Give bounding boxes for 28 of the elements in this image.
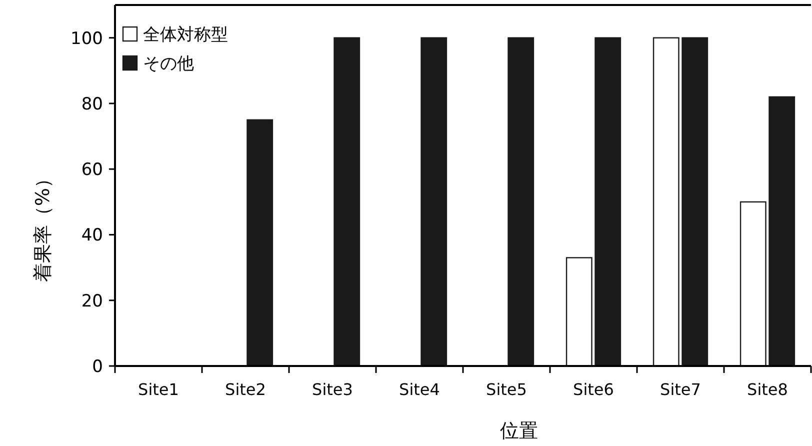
- bar: [652, 37, 680, 367]
- x-tick-label: Site8: [747, 380, 788, 399]
- bar: [420, 37, 448, 367]
- bar: [768, 96, 796, 367]
- y-tick-label: 40: [81, 226, 103, 246]
- bar: [682, 37, 708, 367]
- bar: [594, 37, 622, 367]
- bar: [740, 201, 766, 367]
- bar: [246, 119, 274, 367]
- y-axis-title: 着果率（%）: [32, 168, 54, 282]
- x-tick-label: Site5: [486, 380, 527, 399]
- x-tick-label: Site4: [399, 380, 440, 399]
- y-tick-label: 0: [92, 357, 103, 377]
- x-tick-label: Site3: [312, 380, 353, 399]
- x-tick-label: Site2: [225, 380, 266, 399]
- bar: [334, 37, 360, 367]
- legend-label: その他: [143, 54, 194, 74]
- x-tick-label: Site7: [660, 380, 701, 399]
- bar: [566, 257, 592, 367]
- legend-label: 全体対称型: [143, 25, 228, 45]
- x-axis-title: 位置: [500, 420, 538, 442]
- bar: [508, 37, 534, 367]
- x-tick-label: Site1: [138, 380, 179, 399]
- y-tick-label: 100: [70, 28, 103, 49]
- y-tick-label: 20: [81, 291, 103, 312]
- y-tick-label: 80: [81, 94, 103, 114]
- y-tick-label: 60: [81, 160, 103, 180]
- x-tick-label: Site6: [573, 380, 614, 399]
